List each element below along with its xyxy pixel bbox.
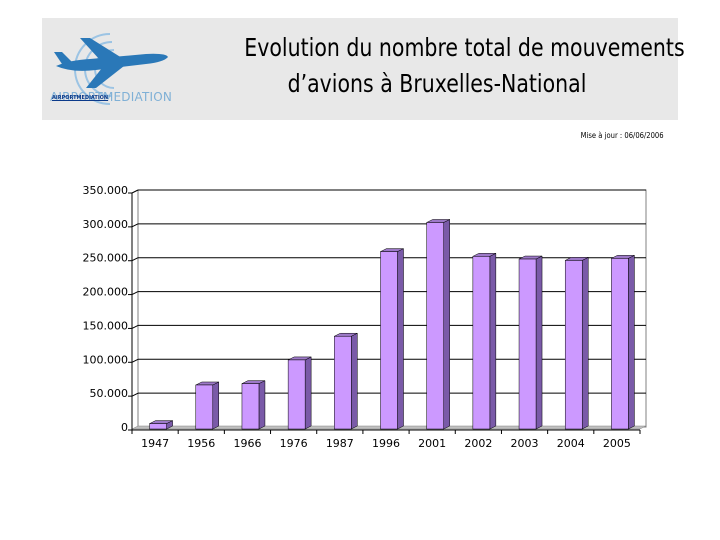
y-tick-label: 250.000	[83, 252, 129, 265]
gridline-depth	[131, 392, 139, 397]
y-tick-label: 50.000	[90, 387, 129, 400]
page-title: Evolution du nombre total de mouvements …	[244, 30, 685, 102]
title-line-1: Evolution du nombre total de mouvements	[244, 33, 685, 62]
x-tick-label: 1966	[233, 437, 261, 450]
gridline-depth	[131, 257, 139, 262]
bar	[149, 423, 167, 430]
y-tick-label: 100.000	[83, 353, 129, 366]
bar	[334, 335, 352, 430]
bar	[380, 251, 398, 430]
bar	[518, 258, 537, 430]
x-tick-label: 2002	[464, 437, 492, 450]
gridline-depth	[131, 324, 139, 329]
chart-axes	[128, 192, 641, 434]
bar	[472, 256, 491, 430]
logo-text: AIRPORTMEDIATION	[50, 90, 173, 104]
gridline-depth	[131, 189, 139, 194]
x-tick-label: 2003	[511, 437, 539, 450]
bar	[611, 258, 629, 430]
bar-side	[489, 252, 497, 430]
y-tick-label: 0	[121, 421, 128, 434]
bar	[287, 359, 306, 430]
x-tick-label: 1956	[187, 437, 215, 450]
update-note: Mise à jour : 06/06/2006	[581, 131, 664, 140]
bar	[195, 384, 214, 430]
y-tick-label: 150.000	[83, 319, 129, 332]
x-tick-label: 1996	[372, 437, 400, 450]
bar-side	[304, 356, 312, 430]
gridline-depth	[131, 358, 139, 363]
y-tick-label: 300.000	[83, 218, 129, 231]
bar-side	[581, 256, 589, 430]
y-tick-label: 200.000	[83, 286, 129, 299]
bar-side	[628, 254, 635, 430]
bar	[564, 260, 583, 430]
chart-labels: 0 50.000 100.000 150.000 200.000 250.000 300.0…	[83, 184, 631, 450]
x-tick-label: 2005	[603, 437, 631, 450]
bar-side	[535, 255, 543, 430]
x-tick-label: 1947	[141, 437, 169, 450]
logo-small-text: AIRPORTMEDIATION	[52, 95, 109, 101]
y-tick-label: 350.000	[83, 184, 129, 197]
bar	[426, 222, 444, 430]
x-tick-label: 1987	[326, 437, 354, 450]
x-tick-label: 2001	[418, 437, 446, 450]
x-tick-label: 1976	[280, 437, 308, 450]
airplane-logo-icon	[54, 33, 168, 105]
bar-side	[212, 381, 220, 430]
bar-side	[397, 248, 404, 430]
bar-side	[443, 219, 450, 430]
title-line-2: d’avions à Bruxelles-National	[287, 69, 587, 98]
gridline-depth	[131, 223, 139, 228]
x-tick-label: 2004	[557, 437, 585, 450]
header-panel: AIRPORTMEDIATION AIRPORTMEDIATION Evolut…	[42, 18, 685, 120]
bar	[241, 383, 260, 430]
bar-side	[351, 332, 358, 430]
bar-side	[258, 380, 266, 430]
gridline-depth	[131, 291, 139, 296]
chart-bars	[149, 219, 635, 430]
